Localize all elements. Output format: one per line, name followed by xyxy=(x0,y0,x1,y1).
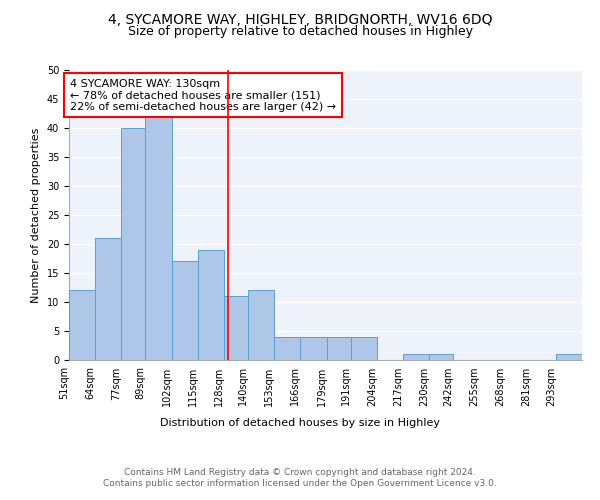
Text: Distribution of detached houses by size in Highley: Distribution of detached houses by size … xyxy=(160,418,440,428)
Bar xyxy=(121,128,145,360)
Bar xyxy=(301,337,326,360)
Y-axis label: Number of detached properties: Number of detached properties xyxy=(31,128,41,302)
Text: Contains HM Land Registry data © Crown copyright and database right 2024.
Contai: Contains HM Land Registry data © Crown c… xyxy=(103,468,497,487)
Text: 4 SYCAMORE WAY: 130sqm
← 78% of detached houses are smaller (151)
22% of semi-de: 4 SYCAMORE WAY: 130sqm ← 78% of detached… xyxy=(70,78,336,112)
Bar xyxy=(172,262,198,360)
Text: Size of property relative to detached houses in Highley: Size of property relative to detached ho… xyxy=(128,25,473,38)
Bar xyxy=(224,296,248,360)
Bar xyxy=(556,354,582,360)
Bar xyxy=(145,116,172,360)
Bar xyxy=(248,290,274,360)
Bar xyxy=(198,250,224,360)
Bar xyxy=(326,337,350,360)
Bar xyxy=(429,354,453,360)
Text: 4, SYCAMORE WAY, HIGHLEY, BRIDGNORTH, WV16 6DQ: 4, SYCAMORE WAY, HIGHLEY, BRIDGNORTH, WV… xyxy=(108,12,492,26)
Bar xyxy=(95,238,121,360)
Bar xyxy=(69,290,95,360)
Bar xyxy=(274,337,301,360)
Bar xyxy=(403,354,429,360)
Bar xyxy=(350,337,377,360)
